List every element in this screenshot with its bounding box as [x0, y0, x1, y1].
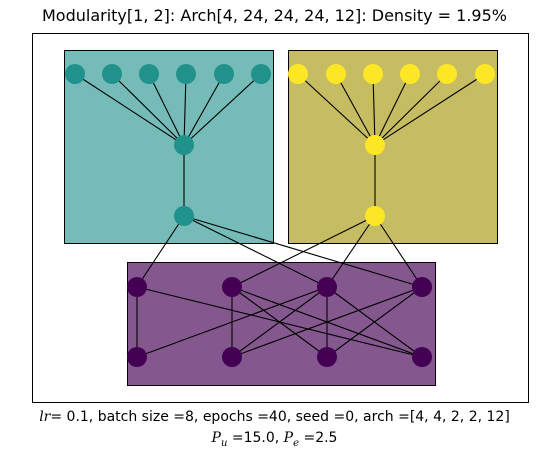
node [326, 64, 346, 84]
node [475, 64, 495, 84]
node [222, 347, 242, 367]
node [412, 277, 432, 297]
lr-params-text: = 0.1, batch size =8, epochs =40, seed =… [50, 409, 509, 425]
node [365, 135, 385, 155]
node [412, 347, 432, 367]
pe-symbol: P [284, 430, 293, 446]
node [214, 64, 234, 84]
pe-value: =2.5 [299, 430, 337, 446]
node [363, 64, 383, 84]
node [176, 64, 196, 84]
caption-line-1: lr= 0.1, batch size =8, epochs =40, seed… [0, 407, 549, 428]
caption-line-2: Pu =15.0, Pe =2.5 [0, 428, 549, 454]
pu-value: =15.0, [227, 430, 283, 446]
node [65, 64, 85, 84]
node [437, 64, 457, 84]
node [139, 64, 159, 84]
node [365, 206, 385, 226]
yellow-module-box [289, 51, 498, 244]
node [251, 64, 271, 84]
node [288, 64, 308, 84]
node [400, 64, 420, 84]
node [317, 277, 337, 297]
figure-caption: lr= 0.1, batch size =8, epochs =40, seed… [0, 407, 549, 454]
node [174, 206, 194, 226]
pu-symbol: P [212, 430, 221, 446]
node [102, 64, 122, 84]
node [174, 135, 194, 155]
node [127, 277, 147, 297]
node [222, 277, 242, 297]
node [317, 347, 337, 367]
lr-symbol: lr [39, 409, 50, 425]
teal-module-box [65, 51, 274, 244]
node [127, 347, 147, 367]
